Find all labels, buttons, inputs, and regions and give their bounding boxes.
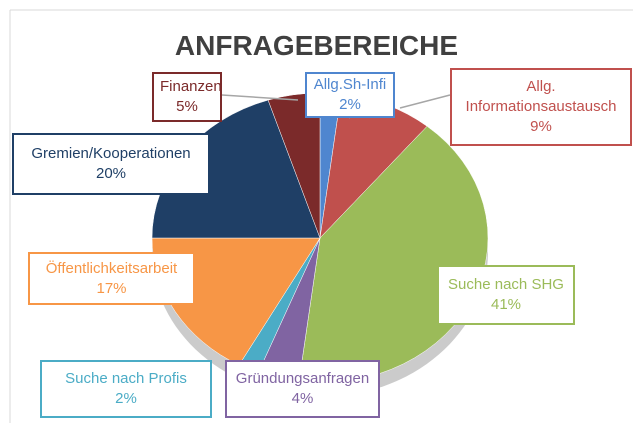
data-label: Öffentlichkeitsarbeit 17%	[28, 252, 195, 305]
label-name: Allg. Informationsaustausch	[465, 78, 617, 115]
label-name: Suche nach Profis	[65, 370, 187, 387]
data-label: Finanzen 5%	[152, 72, 222, 122]
leader-line	[399, 94, 451, 109]
label-value: 41%	[490, 296, 522, 313]
label-value: 2%	[339, 96, 361, 113]
label-value: 17%	[96, 279, 127, 297]
label-name: Suche nach SHG	[448, 276, 564, 293]
leader-line	[221, 94, 299, 101]
label-name: Finanzen	[160, 78, 222, 95]
chart-title: ANFRAGEBEREICHE	[174, 30, 459, 61]
label-name: Öffentlichkeitsarbeit	[45, 259, 178, 277]
data-label: Allg. Informationsaustausch 9%	[450, 68, 632, 146]
label-name: Gründungsanfragen	[235, 370, 370, 387]
data-label: Allg.Sh-Infi 2%	[305, 72, 395, 118]
data-label: Gremien/Kooperationen 20%	[12, 133, 210, 195]
label-value: 20%	[95, 165, 127, 182]
data-label: Gründungsanfragen 4%	[225, 360, 380, 418]
label-name: Gremien/Kooperationen	[31, 145, 191, 162]
data-label: Suche nach Profis 2%	[40, 360, 212, 418]
label-value: 5%	[176, 98, 198, 115]
label-value: 2%	[115, 390, 137, 407]
label-value: 9%	[530, 118, 552, 135]
label-value: 4%	[291, 390, 314, 407]
data-label: Suche nach SHG 41%	[437, 265, 575, 325]
label-name: Allg.Sh-Infi	[313, 76, 387, 93]
